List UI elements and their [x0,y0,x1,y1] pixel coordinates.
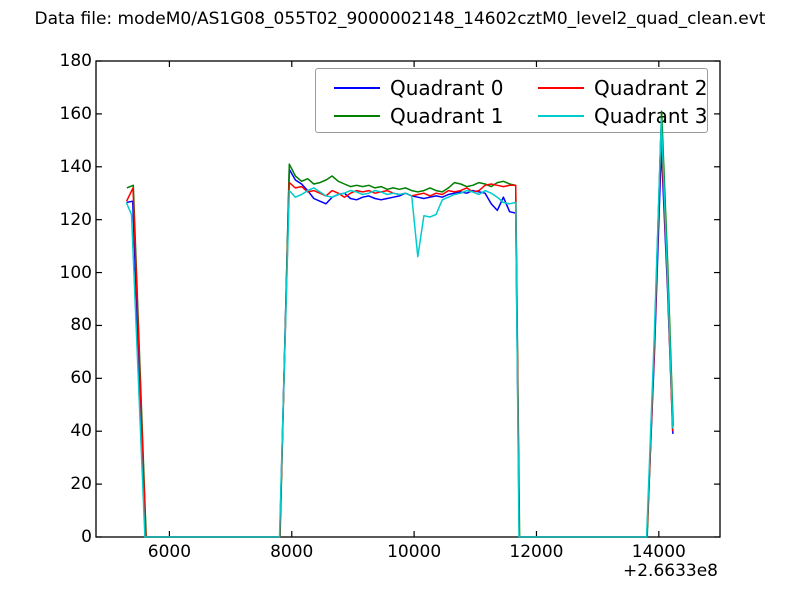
legend-line-sample [334,87,380,89]
legend-line-sample [538,115,584,117]
legend-label: Quadrant 1 [390,104,504,128]
y-tick-label: 40 [70,421,92,442]
legend-line-sample [334,115,380,117]
y-tick-label: 100 [59,262,92,283]
x-tick-label: 10000 [387,542,442,562]
legend-line-sample [538,87,584,89]
chart-title: Data file: modeM0/AS1G08_055T02_90000021… [34,9,766,29]
legend-label: Quadrant 2 [594,76,708,100]
y-tick-label: 120 [59,209,92,230]
y-tick-label: 0 [81,527,92,547]
y-tick-label: 60 [70,368,92,389]
x-axis-offset-label: +2.6633e8 [622,561,718,581]
x-tick-label: 14000 [631,542,686,562]
x-tick-label: 12000 [509,542,564,562]
y-tick-label: 160 [59,103,92,124]
y-tick-label: 80 [70,315,92,336]
y-tick-label: 140 [59,156,92,177]
legend-label: Quadrant 0 [390,76,504,100]
legend: Quadrant 0 Quadrant 1 Quadrant 2 Quadrant 3 [315,68,708,133]
y-tick-label: 180 [59,51,92,71]
x-tick-label: 8000 [270,542,314,562]
x-tick-label: 6000 [147,542,192,562]
y-tick-label: 20 [70,474,92,495]
legend-label: Quadrant 3 [594,104,708,128]
